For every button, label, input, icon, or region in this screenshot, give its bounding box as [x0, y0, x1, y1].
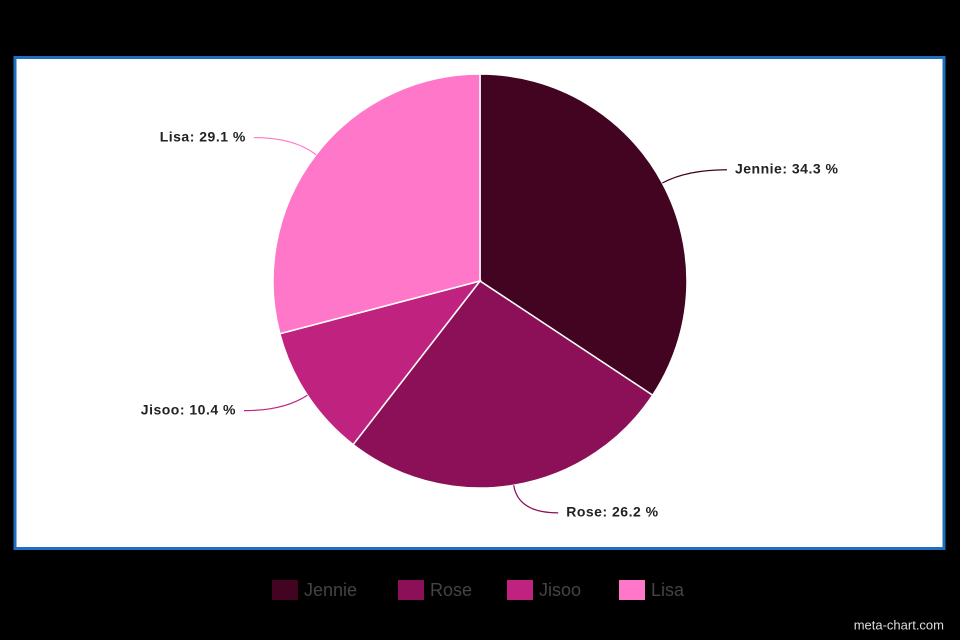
legend-swatch [272, 580, 298, 600]
leader-line [662, 169, 727, 184]
data-label: Jennie: 34.3 % [735, 160, 839, 176]
pie-slice [272, 73, 481, 335]
watermark: meta-chart.com [854, 617, 944, 632]
leader-line [243, 394, 308, 412]
leader-line [513, 485, 559, 514]
legend-label: Jisoo [539, 580, 581, 600]
legend-label: Rose [430, 580, 472, 600]
leader-line [253, 136, 317, 156]
legend-swatch [619, 580, 645, 600]
data-label: Rose: 26.2 % [566, 504, 658, 520]
legend-label: Lisa [651, 580, 685, 600]
legend-label: Jennie [304, 580, 357, 600]
data-label: Lisa: 29.1 % [160, 128, 246, 144]
legend-swatch [398, 580, 424, 600]
legend-swatch [507, 580, 533, 600]
pie-slice [352, 279, 654, 489]
pie-slice [278, 279, 482, 446]
data-label: Jisoo: 10.4 % [141, 401, 236, 417]
